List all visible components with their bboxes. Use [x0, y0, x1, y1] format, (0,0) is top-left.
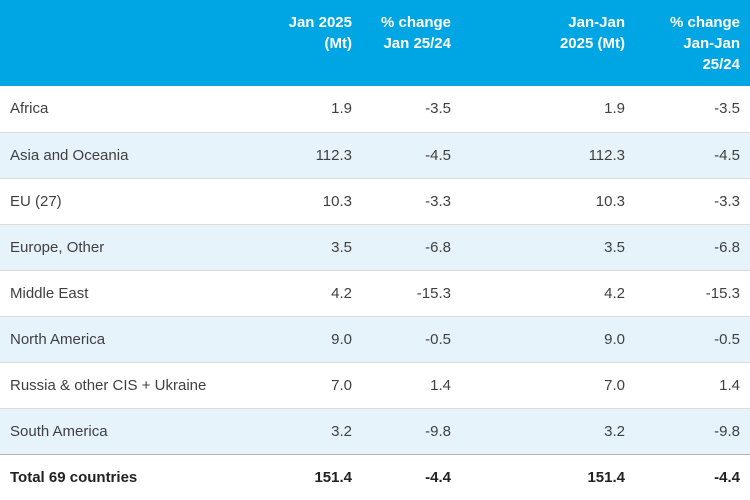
column-header-jan-2025-mt: Jan 2025 (Mt) [285, 0, 357, 86]
table-row-middle-east: Middle East 4.2 -15.3 4.2 -15.3 [0, 269, 750, 316]
value-cell: 3.5 [285, 223, 357, 270]
region-label: Asia and Oceania [0, 131, 285, 178]
value-cell: -9.8 [630, 407, 750, 454]
header-line: Jan-Jan [568, 14, 625, 31]
value-cell: -3.5 [630, 86, 750, 132]
value-cell: 7.0 [285, 361, 357, 408]
value-cell: -4.5 [630, 131, 750, 178]
value-cell: -4.5 [357, 131, 456, 178]
value-cell: 3.2 [285, 407, 357, 454]
column-header-pct-change-jan: % change Jan 25/24 [357, 0, 456, 86]
total-value-cell: -4.4 [630, 453, 750, 500]
value-cell: 9.0 [285, 315, 357, 362]
value-cell: -3.3 [630, 177, 750, 224]
value-cell: 1.4 [357, 361, 456, 408]
total-label: Total 69 countries [0, 453, 285, 500]
value-cell: -9.8 [357, 407, 456, 454]
table-row-south-america: South America 3.2 -9.8 3.2 -9.8 [0, 407, 750, 454]
table-row-total: Total 69 countries 151.4 -4.4 151.4 -4.4 [0, 453, 750, 500]
value-cell: 3.5 [456, 223, 630, 270]
value-cell: -0.5 [357, 315, 456, 362]
table-row-russia-other-cis-ukraine: Russia & other CIS + Ukraine 7.0 1.4 7.0… [0, 361, 750, 408]
region-label: Europe, Other [0, 223, 285, 270]
header-line: 25/24 [702, 56, 740, 73]
value-cell: 4.2 [285, 269, 357, 316]
table-header: Jan 2025 (Mt) % change Jan 25/24 Jan-Jan… [0, 0, 750, 86]
table-row-asia-and-oceania: Asia and Oceania 112.3 -4.5 112.3 -4.5 [0, 131, 750, 178]
value-cell: 10.3 [456, 177, 630, 224]
table-row-north-america: North America 9.0 -0.5 9.0 -0.5 [0, 315, 750, 362]
value-cell: 10.3 [285, 177, 357, 224]
region-label: Middle East [0, 269, 285, 316]
value-cell: -6.8 [357, 223, 456, 270]
value-cell: -15.3 [357, 269, 456, 316]
value-cell: 1.9 [285, 86, 357, 132]
value-cell: -15.3 [630, 269, 750, 316]
value-cell: 4.2 [456, 269, 630, 316]
total-value-cell: 151.4 [285, 453, 357, 500]
region-label: Africa [0, 86, 285, 132]
region-label: South America [0, 407, 285, 454]
table-row-eu-27: EU (27) 10.3 -3.3 10.3 -3.3 [0, 177, 750, 224]
header-line: Jan 25/24 [383, 35, 451, 52]
value-cell: -3.3 [357, 177, 456, 224]
header-line: Jan-Jan [683, 35, 740, 52]
region-label: North America [0, 315, 285, 362]
header-line: 2025 (Mt) [559, 35, 625, 52]
value-cell: 112.3 [285, 131, 357, 178]
region-label: EU (27) [0, 177, 285, 224]
header-line: (Mt) [324, 35, 352, 52]
header-line: Jan 2025 [288, 14, 352, 31]
value-cell: -6.8 [630, 223, 750, 270]
value-cell: 9.0 [456, 315, 630, 362]
table-row-africa: Africa 1.9 -3.5 1.9 -3.5 [0, 86, 750, 132]
value-cell: 1.9 [456, 86, 630, 132]
value-cell: -0.5 [630, 315, 750, 362]
value-cell: 3.2 [456, 407, 630, 454]
total-value-cell: -4.4 [357, 453, 456, 500]
value-cell: 112.3 [456, 131, 630, 178]
header-line: % change [669, 14, 740, 31]
column-header-region [0, 0, 285, 86]
table-row-europe-other: Europe, Other 3.5 -6.8 3.5 -6.8 [0, 223, 750, 270]
header-line: % change [380, 14, 451, 31]
value-cell: 1.4 [630, 361, 750, 408]
table-body: Africa 1.9 -3.5 1.9 -3.5 Asia and Oceani… [0, 86, 750, 500]
header-row: Jan 2025 (Mt) % change Jan 25/24 Jan-Jan… [0, 0, 750, 86]
value-cell: 7.0 [456, 361, 630, 408]
column-header-jan-jan-2025-mt: Jan-Jan 2025 (Mt) [456, 0, 630, 86]
column-header-pct-change-jan-jan: % change Jan-Jan 25/24 [630, 0, 750, 86]
value-cell: -3.5 [357, 86, 456, 132]
total-value-cell: 151.4 [456, 453, 630, 500]
region-label: Russia & other CIS + Ukraine [0, 361, 285, 408]
